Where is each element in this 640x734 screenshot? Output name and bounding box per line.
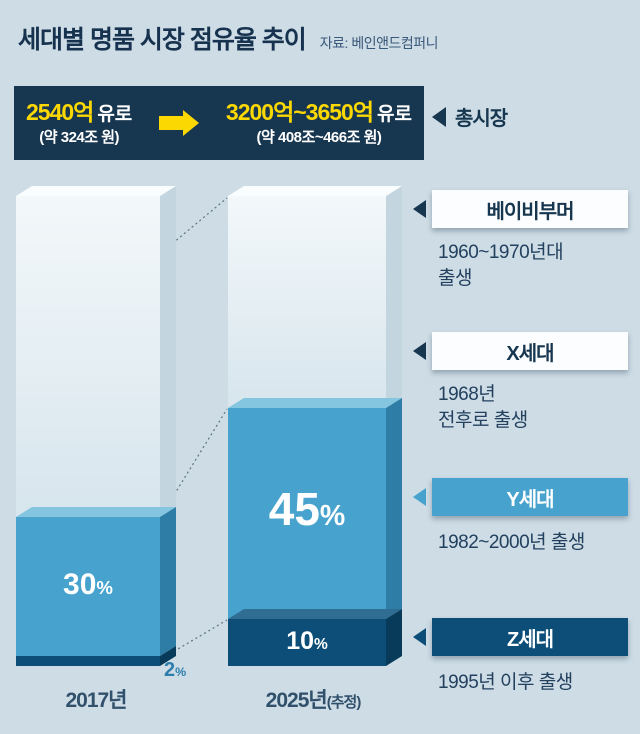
legend-genx-desc: 1968년 전후로 출생 (438, 382, 630, 434)
bar-2025-top-zgen (228, 609, 402, 619)
axis-label-2025-year: 2025년 (265, 689, 328, 712)
legend-desc-line: 출생 (438, 268, 472, 289)
bar-2025-side-older (386, 186, 402, 408)
legend-genx: X세대 (432, 332, 628, 370)
bar-label-zgen-2017: 2% (164, 660, 214, 680)
legend-desc-line: 전후로 출생 (438, 410, 528, 431)
bar-label-value: 30 (63, 568, 97, 601)
market-size-2025: 3200억~3650억 유로 (약 408조~466조 원) (226, 99, 412, 146)
market-size-2017: 2540억 유로 (약 324조 원) (26, 99, 132, 146)
percent-sign: % (319, 500, 346, 532)
market-size-2025-line: 3200억~3650억 유로 (226, 99, 412, 126)
dotted-connector-top (160, 197, 228, 254)
pointer-left-icon (413, 488, 426, 506)
bar-label-value: 45 (268, 483, 320, 535)
bar-2025-side-zgen (386, 609, 402, 666)
arrow-shaft (159, 116, 184, 130)
axis-label-2017: 2017년 (65, 689, 127, 712)
legend-desc-line: 1982~2000년 출생 (438, 532, 585, 553)
percent-sign: % (96, 577, 113, 598)
bar-2025-segment-ygen (228, 408, 386, 619)
bar-2017-side-ygen (160, 507, 176, 656)
market-size-2017-line: 2540억 유로 (26, 99, 132, 126)
axis-label-2025-suffix: (추정) (326, 694, 362, 711)
pointer-left-icon (413, 200, 426, 218)
bar-2017-segment-ygen (16, 517, 160, 656)
market-2025-krw: (약 408조~466조 원) (256, 129, 382, 147)
legend-genz: Z세대 (432, 618, 628, 656)
market-2025-unit: 유로 (377, 104, 412, 126)
legend-genz-desc: 1995년 이후 출생 (438, 670, 630, 696)
total-market-banner: 2540억 유로 (약 324조 원) 3200억~3650억 유로 (약 408조… (14, 86, 424, 160)
bar-2025-side-ygen (386, 398, 402, 619)
arrow-right-icon (159, 110, 200, 136)
legend-babyboomer-desc: 1960~1970년대 출생 (438, 240, 630, 292)
bar-label-zgen-2025: 10% (228, 629, 386, 654)
percent-sign: % (175, 665, 187, 679)
bar-label-value: 10 (286, 627, 314, 655)
percent-sign: % (314, 636, 328, 653)
legend-geny-desc: 1982~2000년 출생 (438, 530, 630, 556)
pointer-left-icon (413, 628, 426, 646)
bar-2025-top-face (228, 186, 402, 196)
bar-label-ygen-2017: 30% (16, 570, 160, 600)
bar-label-ygen-2025: 45% (228, 486, 386, 532)
market-2025-value: 3200억~3650억 (225, 99, 374, 126)
page-title: 세대별 명품 시장 점유율 추이 (18, 26, 307, 54)
legend-desc-line: 1960~1970년대 (438, 242, 564, 263)
bar-2025-segment-zgen (228, 619, 386, 666)
arrow-head (183, 110, 200, 136)
bar-2017-side-zgen (160, 646, 176, 666)
bar-2017-segment-older (16, 196, 160, 517)
total-market-label: 총시장 (455, 108, 508, 130)
bar-2025-segment-older (228, 196, 386, 408)
triangle-left-icon (432, 106, 446, 127)
bar-2017-top-face (16, 186, 176, 196)
bar-2017-top-ygen (16, 507, 176, 517)
market-2017-value: 2540억 (26, 99, 94, 126)
legend-desc-line: 1995년 이후 출생 (438, 672, 573, 693)
bar-label-value: 2 (164, 659, 176, 681)
market-2017-krw: (약 324조 원) (39, 129, 120, 147)
legend-geny: Y세대 (432, 478, 628, 516)
total-market-marker: 총시장 (432, 102, 508, 131)
source-credit: 자료: 베인앤드컴퍼니 (319, 35, 439, 51)
legend-babyboomer: 베이비부머 (432, 190, 628, 228)
bar-2017-segment-zgen (16, 656, 160, 666)
market-2017-unit: 유로 (97, 104, 133, 126)
axis-label-2025: 2025년(추정) (224, 684, 402, 714)
legend-desc-line: 1968년 (438, 384, 496, 405)
bar-2025-top-ygen (228, 398, 402, 408)
header: 세대별 명품 시장 점유율 추이 자료: 베인앤드컴퍼니 (18, 20, 439, 56)
pointer-left-icon (413, 342, 426, 360)
bar-2017-side-older (160, 186, 176, 517)
